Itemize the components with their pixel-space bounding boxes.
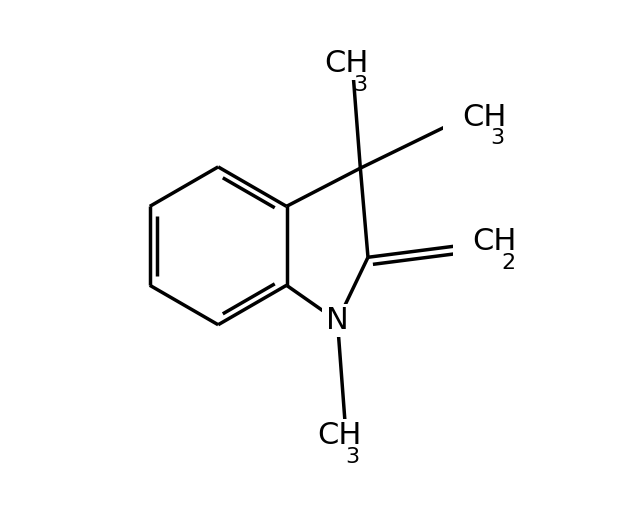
Text: 3: 3 — [346, 446, 360, 467]
Bar — [443, 101, 507, 134]
Bar — [298, 419, 362, 452]
Bar — [306, 47, 369, 80]
Text: CH: CH — [472, 227, 516, 257]
Text: 3: 3 — [353, 75, 367, 95]
Text: CH: CH — [462, 103, 507, 132]
Bar — [453, 225, 517, 259]
Text: CH: CH — [317, 421, 362, 450]
Bar — [322, 304, 353, 337]
Text: 2: 2 — [501, 253, 515, 273]
Text: N: N — [326, 306, 349, 335]
Text: 3: 3 — [491, 129, 505, 148]
Text: CH: CH — [324, 49, 369, 78]
